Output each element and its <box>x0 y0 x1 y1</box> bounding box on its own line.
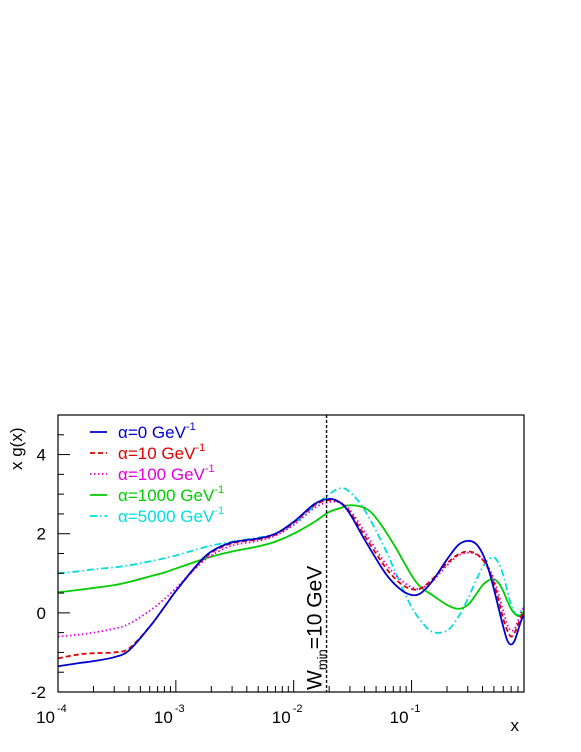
x-tick-label: 10 -2 <box>272 703 303 727</box>
legend-label: α=1000 GeV-1 <box>118 484 224 505</box>
legend: α=0 GeV-1α=10 GeV-1α=100 GeV-1α=1000 GeV… <box>90 421 224 526</box>
svg-text:-4: -4 <box>57 703 67 715</box>
series-line-4 <box>58 487 524 634</box>
series-line-2 <box>58 500 524 638</box>
svg-text:-1: -1 <box>411 703 421 715</box>
y-tick-label: 2 <box>37 525 46 544</box>
x-tick-label: 10 -3 <box>154 703 185 727</box>
x-axis: 10 -4 10 -3 10 -2 10 -1 <box>36 680 525 727</box>
legend-label: α=0 GeV-1 <box>118 421 196 442</box>
svg-text:10: 10 <box>36 708 55 727</box>
y-axis-title: x g(x) <box>7 428 26 471</box>
legend-label: α=10 GeV-1 <box>118 442 205 463</box>
legend-item-2: α=100 GeV-1 <box>90 463 215 484</box>
legend-item-1: α=10 GeV-1 <box>90 442 205 463</box>
y-tick-label: 0 <box>37 604 46 623</box>
svg-text:-3: -3 <box>175 703 185 715</box>
x-axis-title: x <box>511 716 520 735</box>
x-tick-label: 10 -4 <box>36 703 67 727</box>
legend-item-0: α=0 GeV-1 <box>90 421 196 442</box>
svg-text:-2: -2 <box>293 703 303 715</box>
x-tick-label: 10 -1 <box>390 703 421 727</box>
wmin-annotation: Wmin=10 GeV <box>304 566 330 690</box>
svg-text:10: 10 <box>272 708 291 727</box>
svg-text:10: 10 <box>154 708 173 727</box>
legend-label: α=100 GeV-1 <box>118 463 215 484</box>
series-line-0 <box>58 497 524 668</box>
svg-text:10: 10 <box>390 708 409 727</box>
curves <box>58 487 524 668</box>
wmin-label: Wmin=10 GeV <box>304 566 330 690</box>
legend-label: α=5000 GeV-1 <box>118 505 224 526</box>
y-axis: -2 0 2 4 <box>31 414 70 702</box>
legend-item-3: α=1000 GeV-1 <box>90 484 224 505</box>
y-tick-label: -2 <box>31 683 46 702</box>
y-tick-label: 4 <box>37 446 46 465</box>
series-line-3 <box>58 504 524 617</box>
legend-item-4: α=5000 GeV-1 <box>90 505 224 526</box>
